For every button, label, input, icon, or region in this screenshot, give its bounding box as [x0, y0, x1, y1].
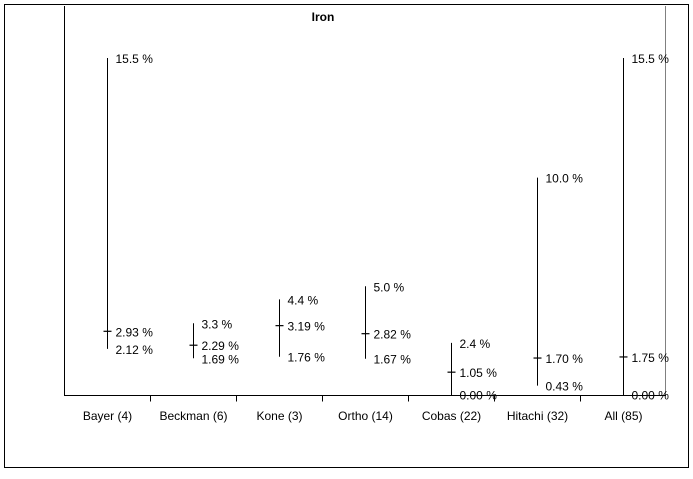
min-label: 1.76 % [288, 351, 326, 365]
category-label: Hitachi (32) [507, 409, 568, 423]
category-label: Beckman (6) [159, 409, 227, 423]
outer-frame [4, 4, 689, 468]
range-marks: 15.5 %2.93 %2.12 %Bayer (4)3.3 %2.29 %1.… [83, 52, 669, 423]
median-label: 3.19 % [288, 320, 326, 334]
max-label: 15.5 % [632, 52, 670, 66]
max-label: 15.5 % [116, 52, 154, 66]
category-label: Bayer (4) [83, 409, 132, 423]
category-label: Cobas (22) [422, 409, 481, 423]
median-label: 2.93 % [116, 325, 154, 339]
median-label: 2.82 % [374, 328, 412, 342]
min-label: 0.43 % [546, 380, 584, 394]
min-label: 0.00 % [460, 389, 498, 403]
category-label: Kone (3) [256, 409, 302, 423]
min-label: 0.00 % [632, 389, 670, 403]
min-label: 2.12 % [116, 343, 154, 357]
median-label: 1.05 % [460, 366, 498, 380]
category-label: All (85) [604, 409, 642, 423]
max-label: 3.3 % [202, 317, 233, 331]
max-label: 5.0 % [374, 280, 405, 294]
median-label: 1.70 % [546, 352, 584, 366]
median-label: 2.29 % [202, 339, 240, 353]
max-label: 4.4 % [288, 293, 319, 307]
min-label: 1.69 % [202, 352, 240, 366]
max-label: 10.0 % [546, 172, 584, 186]
median-label: 1.75 % [632, 351, 670, 365]
min-label: 1.67 % [374, 353, 412, 367]
category-label: Ortho (14) [338, 409, 393, 423]
max-label: 2.4 % [460, 337, 491, 351]
chart-title: Iron [312, 10, 335, 24]
